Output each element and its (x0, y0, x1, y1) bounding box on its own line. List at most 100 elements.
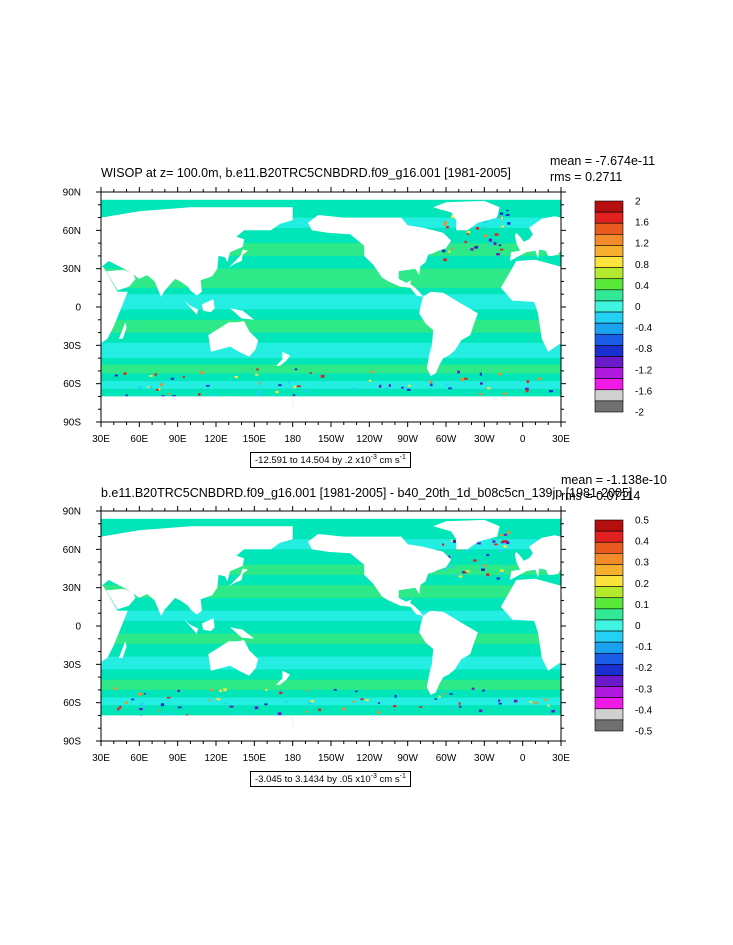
anomaly-speckle (209, 699, 212, 702)
lon-tick-label: 120E (204, 753, 228, 764)
lon-tick-label: 90E (169, 434, 187, 445)
lat-tick-label: 30S (63, 341, 81, 352)
ocean-band (101, 364, 561, 374)
anomaly-speckle (309, 372, 312, 374)
anomaly-speckle (454, 574, 457, 577)
anomaly-speckle (393, 705, 397, 708)
land-mask (500, 578, 561, 671)
lat-tick-label: 60S (63, 698, 81, 709)
anomaly-speckle (442, 543, 445, 546)
anomaly-speckle (143, 692, 146, 695)
anomaly-speckle (463, 377, 468, 380)
anomaly-speckle (499, 569, 504, 572)
colorbar-label: -0.3 (635, 684, 653, 695)
ocean-band (101, 319, 561, 333)
ocean-band (101, 697, 561, 706)
colorbar-box (594, 608, 624, 621)
lon-tick-label: 30E (92, 434, 110, 445)
anomaly-speckle (278, 384, 282, 387)
anomaly-speckle (206, 384, 210, 387)
lat-tick-label: 60N (63, 545, 81, 556)
anomaly-speckle (482, 689, 485, 692)
anomaly-speckle (450, 706, 454, 710)
anomaly-speckle (275, 390, 279, 394)
anomaly-speckle (507, 531, 511, 534)
anomaly-speckle (449, 693, 453, 695)
land-mask (208, 321, 259, 357)
land-mask (276, 670, 291, 685)
anomaly-speckle (444, 221, 448, 224)
colorbar-box (594, 322, 624, 335)
anomaly-speckle (483, 220, 488, 224)
colorbar-label: 2 (635, 197, 641, 208)
anomaly-speckle (388, 384, 391, 387)
land-mask (644, 620, 658, 634)
land-mask (230, 627, 255, 639)
anomaly-speckle (139, 708, 143, 711)
anomaly-speckle (478, 393, 483, 396)
land-mask (690, 308, 714, 320)
anomaly-speckle (446, 226, 449, 229)
anomaly-speckle (377, 710, 381, 714)
anomaly-speckle (525, 389, 529, 393)
anomaly-speckle (211, 394, 216, 397)
colorbar-box (594, 278, 624, 291)
colorbar-label: -2 (635, 408, 644, 419)
panel2-title: b.e11.B20TRC5CNBDRD.f09_g16.001 [1981-20… (101, 486, 633, 500)
land-mask (668, 640, 718, 676)
land-mask (106, 269, 136, 291)
anomaly-speckle (257, 390, 262, 393)
anomaly-speckle (524, 387, 529, 390)
lat-tick-label: 30N (63, 264, 81, 275)
land-mask (201, 618, 215, 632)
colorbar-1: 2 1.6 1.2 0.8 0.4 0 -0.4 -0.8 -1.2 -1.6 -2 (594, 197, 653, 419)
anomaly-speckle (264, 703, 268, 706)
anomaly-speckle (479, 709, 483, 713)
land-mask (515, 232, 524, 244)
anomaly-speckle (492, 540, 496, 543)
colorbar-label: 1.2 (635, 239, 649, 250)
land-mask (118, 641, 127, 658)
lon-tick-label: 30E (552, 434, 570, 445)
land-mask (690, 627, 714, 639)
anomaly-speckle (441, 249, 446, 253)
anomaly-speckle (279, 691, 283, 695)
panel1-contour-info-text: -12.591 to 14.504 by .2 x10 (255, 455, 371, 467)
lon-tick-label: 90W (397, 753, 418, 764)
anomaly-speckle (513, 699, 518, 703)
land-mask (668, 321, 718, 357)
anomaly-speckle (244, 371, 248, 374)
anomaly-speckle (159, 383, 163, 387)
anomaly-speckle (473, 559, 477, 562)
anomaly-speckle (305, 710, 308, 713)
land-mask (0, 292, 18, 376)
colorbar-label: 0.5 (635, 516, 649, 527)
anomaly-speckle (458, 702, 461, 705)
anomaly-speckle (114, 374, 118, 377)
anomaly-speckle (304, 389, 308, 393)
anomaly-speckle (297, 385, 301, 388)
anomaly-speckle (458, 575, 463, 578)
anomaly-speckle (163, 712, 168, 715)
lat-tick-label: 90S (63, 737, 81, 748)
anomaly-speckle (448, 250, 451, 253)
ocean-band (101, 656, 561, 670)
anomaly-speckle (287, 380, 291, 384)
anomaly-speckle (481, 568, 485, 571)
anomaly-speckle (499, 248, 504, 251)
panel1-contour-info-unit-exp: -1 (399, 454, 406, 461)
anomaly-speckle (466, 230, 471, 234)
colorbar-label: 0.3 (635, 558, 649, 569)
anomaly-speckle (119, 708, 122, 712)
anomaly-speckle (182, 376, 185, 378)
anomaly-speckle (499, 212, 504, 215)
anomaly-speckle (161, 395, 165, 398)
anomaly-speckle (430, 383, 433, 387)
anomaly-speckle (210, 688, 213, 692)
ocean-band (101, 268, 561, 288)
colorbar-box (594, 564, 624, 576)
colorbar-box (594, 267, 624, 280)
anomaly-speckle (505, 541, 510, 545)
land-mask (50, 216, 101, 261)
anomaly-speckle (443, 223, 447, 226)
